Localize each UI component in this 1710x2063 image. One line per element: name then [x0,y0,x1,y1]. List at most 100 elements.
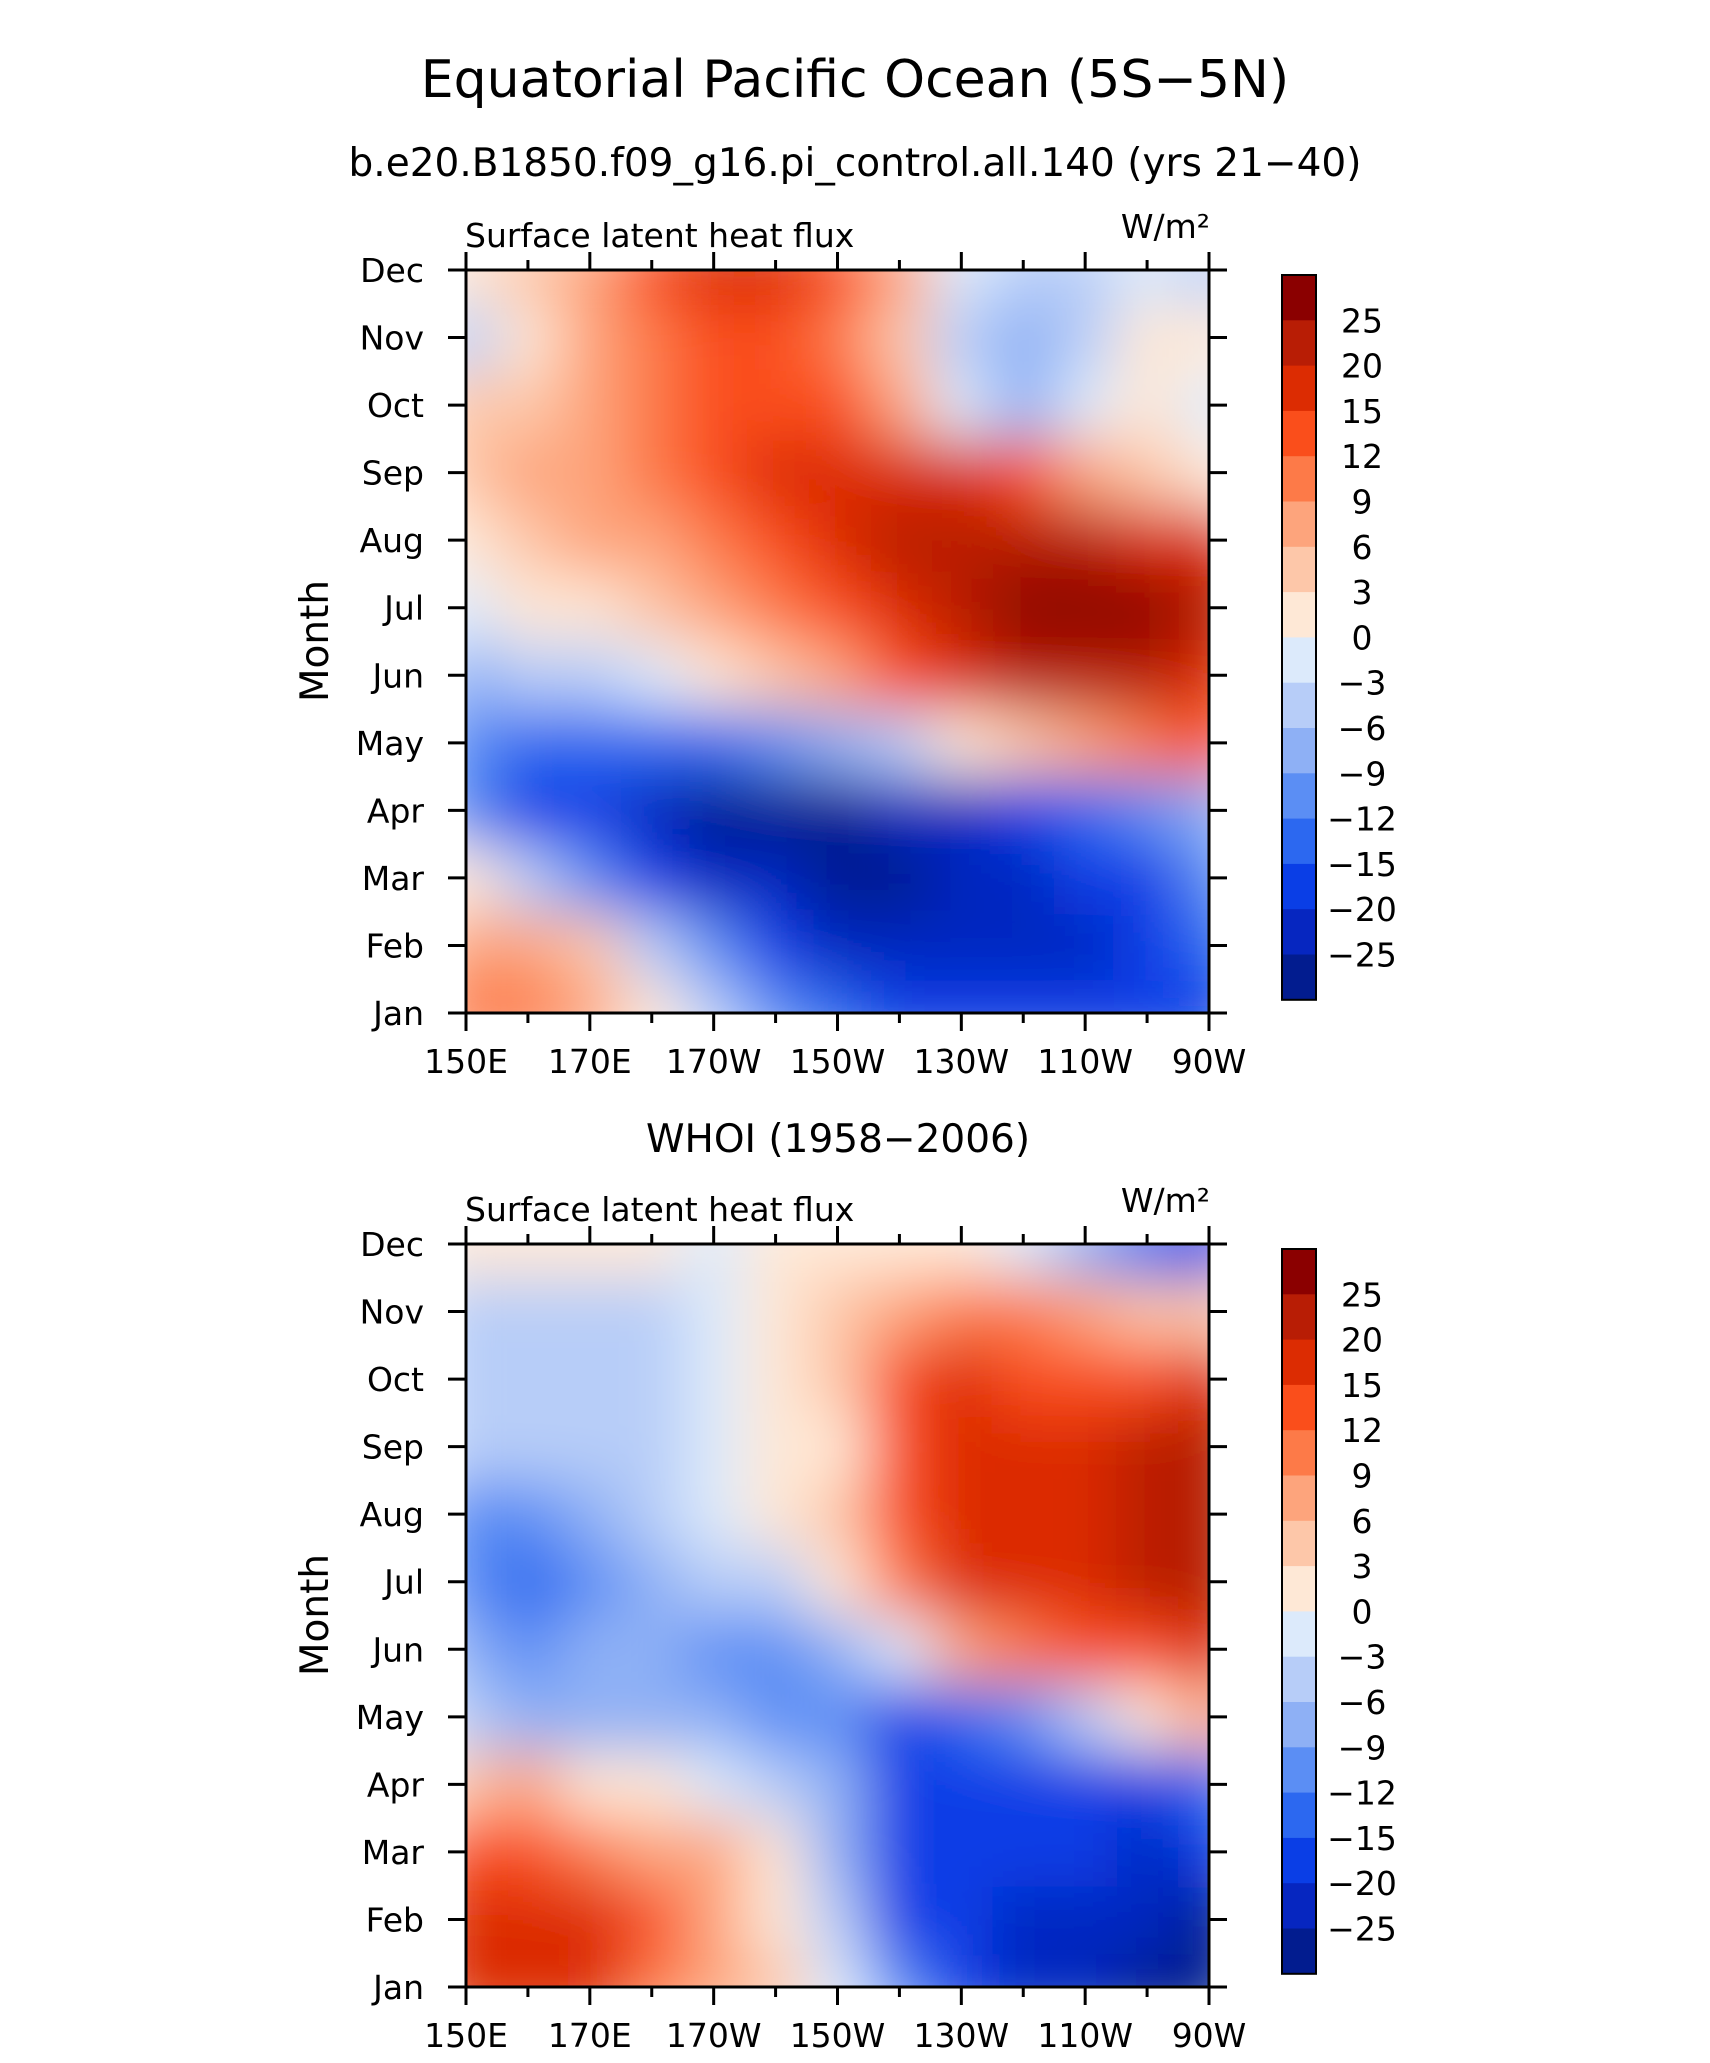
colorbar-box [1282,818,1316,865]
heatmap-cell [466,979,498,1013]
heatmap-cell [558,911,622,981]
heatmap-cell [682,438,746,508]
heatmap-cell [558,270,622,305]
colorbar-box [1282,546,1316,593]
colorbar-box [1282,637,1316,684]
heatmap-cell [806,709,870,778]
y-tick-label: Mar [362,859,425,898]
heatmap-cell [1054,979,1118,1013]
heatmap-cell [1178,979,1209,1013]
heatmap-cell [682,1412,746,1482]
heatmap-cell [992,709,1056,778]
heatmap-cell [497,506,560,575]
heatmap-cell [1178,371,1209,440]
heatmap-cell [868,1277,932,1347]
heatmap-cell [682,979,746,1013]
heatmap-cell [682,911,746,981]
colorbar-label: −12 [1327,800,1397,839]
heatmap-cell [868,1615,932,1684]
heatmap-cell [992,1885,1056,1955]
heatmap-cell [806,1244,870,1279]
heatmap-cell [1054,1953,1118,1987]
x-ticks-model: 150E 170E 170W 150W 130W 110W 90W [424,252,1246,1081]
y-ticks-model: Jan Feb Mar Apr May Jun Jul Aug Sep Oct Nov Dec [356,251,1227,1033]
heatmap-cell [1054,1244,1118,1279]
heatmap-cell [806,438,870,508]
heatmap-cell [682,1480,746,1549]
heatmap-cell [466,303,498,373]
heatmap-cell [1178,1548,1209,1617]
heatmap-cell [868,776,932,846]
heatmap-cell [806,776,870,846]
heatmap-cell [1116,1345,1179,1414]
x-tick-label: 90W [1172,1042,1247,1081]
heatmap-cell [1116,1480,1179,1549]
heatmap-cell [992,1244,1056,1279]
heatmap-cell [806,270,870,305]
heatmap-cell [930,1818,994,1887]
heatmap-cell [868,911,932,981]
heatmap-cell [558,709,622,778]
heatmap-cell [558,1683,622,1752]
heatmap-cell [1116,506,1179,575]
colorbar-box [1282,1520,1316,1567]
x-tick-label: 150W [790,2016,886,2055]
heatmap-cell [1178,1277,1209,1347]
y-tick-label: Dec [360,251,424,290]
heatmap-cell [992,1345,1056,1414]
y-tick-label: Jan [371,994,424,1033]
heatmap-cell [806,1953,870,1987]
heatmap-cell [1054,1750,1118,1820]
heatmap-cell [620,371,684,440]
heatmap-cell [806,1412,870,1482]
heatmap-cell [1116,979,1179,1013]
heatmap-cell [806,1615,870,1684]
heatmap-cell [558,1885,622,1955]
colorbar-label: −15 [1327,1819,1397,1858]
heatmap-cell [744,979,808,1013]
heatmap-cell [466,1548,498,1617]
variable-label-model: Surface latent heat flux [465,216,854,255]
heatmap-cell [1054,270,1118,305]
heatmap-cell [497,1885,560,1955]
heatmap-cell [466,1885,498,1955]
heatmap-cell [868,1885,932,1955]
heatmap-cell [497,979,560,1013]
heatmap-cell [558,776,622,846]
heatmap-cell [1054,776,1118,846]
heatmap-cell [466,844,498,913]
heatmap-cell [806,1277,870,1347]
heatmap-cell [620,1277,684,1347]
heatmap-cell [620,911,684,981]
heatmap-cell [497,844,560,913]
heatmap-cell [930,1548,994,1617]
colorbar-label: 3 [1352,1547,1373,1586]
y-tick-label: Jan [371,1968,424,2007]
heatmap-cell [930,911,994,981]
units-label-whoi: W/m² [1121,1181,1210,1220]
heatmap-cell [992,776,1056,846]
heatmap-cell [1178,506,1209,575]
heatmap-cell [466,1277,498,1347]
heatmap-cell [992,506,1056,575]
heatmap-cell [466,1412,498,1482]
heatmap-cell [806,844,870,913]
heatmap-cell [1178,1615,1209,1684]
heatmap-cell [992,1615,1056,1684]
heatmap-cell [1178,1683,1209,1752]
heatmap-cell [992,303,1056,373]
heatmap-cell [682,1615,746,1684]
heatmap-cell [682,1345,746,1414]
heatmap-cell [620,1615,684,1684]
heatmap-field-whoi [466,1244,1209,1987]
heatmap-cell [558,506,622,575]
heatmap-cell [466,641,498,710]
colorbar-label: 12 [1341,1411,1383,1450]
colorbar-box [1282,1294,1316,1341]
heatmap-cell [1054,1277,1118,1347]
colorbar-model: 25 20 15 12 9 6 3 0 −3 −6 −9 −12 −15 −20 −25 [1281,274,1397,1001]
y-tick-label: Oct [367,386,424,425]
y-tick-label: Feb [366,1900,424,1939]
colorbar-box [1282,1339,1316,1386]
heatmap-cell [806,641,870,710]
